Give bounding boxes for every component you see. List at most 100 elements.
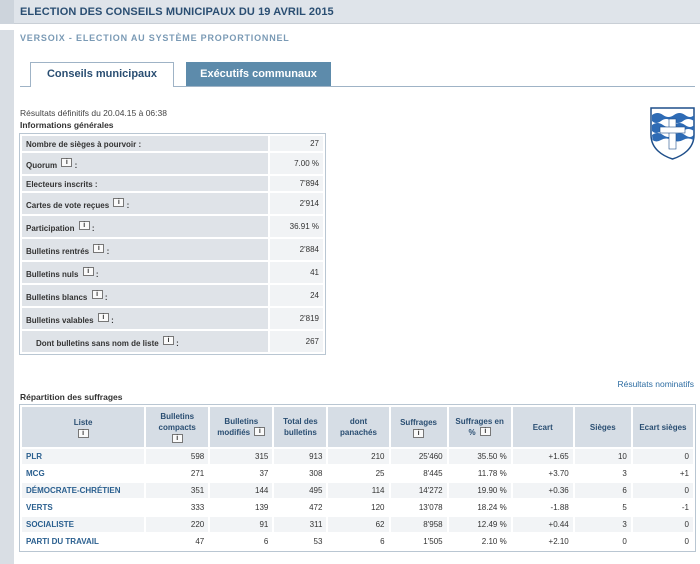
cell-compacts: 220	[146, 517, 209, 532]
versoix-crest-icon	[650, 107, 695, 160]
col-total-label-2: bulletins	[283, 428, 317, 437]
cell-ecart: -1.88	[512, 500, 573, 515]
cell-panaches: 62	[328, 517, 389, 532]
col-modifies-label-1: Bulletins	[224, 417, 259, 426]
info-label: Cartes de vote reçues i :	[22, 193, 268, 214]
info-label-text: Bulletins valables	[26, 315, 94, 325]
col-suffrages[interactable]: Suffrages i	[390, 407, 447, 447]
cell-panaches: 114	[328, 483, 389, 498]
info-label: Bulletins rentrés i :	[22, 239, 268, 260]
col-ecart[interactable]: Ecart	[512, 407, 573, 447]
info-icon[interactable]: i	[93, 243, 105, 253]
info-icon[interactable]: i	[113, 197, 125, 207]
info-icon[interactable]: i	[97, 312, 109, 322]
cell-ecart-sieges: 0	[632, 517, 693, 532]
table-row: MCG 271 37 308 25 8'445 11.78 % +3.70 3 …	[22, 466, 693, 481]
info-label: Quorum i :	[22, 153, 268, 174]
table-row: PLR 598 315 913 210 25'460 35.50 % +1.65…	[22, 449, 693, 464]
cell-ecart: +2.10	[512, 534, 573, 549]
cell-suffrages: 14'272	[390, 483, 447, 498]
info-icon[interactable]: i	[61, 157, 73, 167]
cell-total: 308	[274, 466, 327, 481]
info-heading: Informations générales	[20, 120, 114, 130]
col-total-bulletins[interactable]: Total des bulletins	[274, 407, 327, 447]
table-row: PARTI DU TRAVAIL 47 6 53 6 1'505 2.10 % …	[22, 534, 693, 549]
info-icon[interactable]: i	[162, 335, 174, 345]
info-row: Bulletins nuls i : 41	[22, 262, 323, 283]
info-label-suffix: :	[95, 269, 99, 279]
col-bulletins-compacts[interactable]: Bulletins compacts i	[146, 407, 209, 447]
info-icon[interactable]: i	[254, 427, 266, 436]
info-icon[interactable]: i	[479, 427, 491, 436]
col-bulletins-modifies[interactable]: Bulletins modifiés i	[210, 407, 273, 447]
info-label-text: Dont bulletins sans nom de liste	[36, 338, 159, 348]
col-modifies-label-2: modifiés	[217, 428, 251, 437]
resultats-nominatifs-link[interactable]: Résultats nominatifs	[617, 379, 694, 389]
info-label-suffix: :	[74, 160, 78, 170]
cell-modifies: 37	[210, 466, 273, 481]
info-row: Bulletins blancs i : 24	[22, 285, 323, 306]
cell-ecart-sieges: 0	[632, 534, 693, 549]
col-liste-label: Liste	[73, 417, 93, 427]
info-label-text: Participation	[26, 223, 75, 233]
cell-panaches: 120	[328, 500, 389, 515]
cell-sieges: 3	[574, 466, 631, 481]
col-dont-panaches[interactable]: dont panachés	[328, 407, 389, 447]
cell-suffrages: 25'460	[390, 449, 447, 464]
cell-pct: 2.10 %	[448, 534, 511, 549]
info-icon[interactable]: i	[413, 428, 425, 438]
party-name[interactable]: VERTS	[22, 500, 145, 515]
info-label: Bulletins nuls i :	[22, 262, 268, 283]
header-bar: ELECTION DES CONSEILS MUNICIPAUX DU 19 A…	[0, 0, 700, 24]
cell-suffrages: 8'958	[390, 517, 447, 532]
cell-ecart: +1.65	[512, 449, 573, 464]
cell-compacts: 271	[146, 466, 209, 481]
info-value: 7.00 %	[270, 153, 323, 174]
cell-total: 913	[274, 449, 327, 464]
info-icon[interactable]: i	[78, 220, 90, 230]
cell-modifies: 144	[210, 483, 273, 498]
cell-sieges: 3	[574, 517, 631, 532]
col-liste[interactable]: Liste i	[22, 407, 145, 447]
cell-modifies: 91	[210, 517, 273, 532]
cell-total: 311	[274, 517, 327, 532]
tab-executifs-communaux[interactable]: Exécutifs communaux	[186, 62, 331, 87]
party-name[interactable]: MCG	[22, 466, 145, 481]
results-header-row: Liste i Bulletins compacts i Bulletins m…	[22, 407, 693, 447]
info-label-text: Bulletins nuls	[26, 269, 79, 279]
info-row: Nombre de sièges à pourvoir : 27	[22, 136, 323, 151]
cell-panaches: 6	[328, 534, 389, 549]
info-label-text: Bulletins blancs	[26, 292, 88, 302]
col-ecart-sieges-label: Ecart sièges	[639, 422, 687, 432]
info-icon[interactable]: i	[171, 434, 183, 443]
info-label-suffix: :	[104, 292, 108, 302]
info-icon[interactable]: i	[82, 266, 94, 276]
col-ecart-label: Ecart	[532, 422, 553, 432]
info-row: Bulletins rentrés i : 2'884	[22, 239, 323, 260]
col-pct-label-2: %	[468, 428, 476, 437]
party-name[interactable]: SOCIALISTE	[22, 517, 145, 532]
col-sieges[interactable]: Sièges	[574, 407, 631, 447]
tab-conseils-municipaux[interactable]: Conseils municipaux	[30, 62, 174, 87]
col-compacts-label-1: Bulletins	[160, 412, 195, 421]
cell-total: 53	[274, 534, 327, 549]
info-value: 36.91 %	[270, 216, 323, 237]
info-label-suffix: :	[176, 338, 179, 348]
info-row: Dont bulletins sans nom de liste i : 267	[22, 331, 323, 352]
party-name[interactable]: PARTI DU TRAVAIL	[22, 534, 145, 549]
info-label-text: Quorum	[26, 160, 58, 170]
info-table: Nombre de sièges à pourvoir : 27 Quorum …	[19, 133, 326, 355]
tab-divider	[20, 86, 695, 87]
cell-pct: 12.49 %	[448, 517, 511, 532]
party-name[interactable]: PLR	[22, 449, 145, 464]
col-suffrages-pct[interactable]: Suffrages en % i	[448, 407, 511, 447]
party-name[interactable]: DÉMOCRATE-CHRÉTIEN	[22, 483, 145, 498]
cell-ecart: +0.36	[512, 483, 573, 498]
col-ecart-sieges[interactable]: Ecart sièges	[632, 407, 693, 447]
col-total-label-1: Total des	[283, 417, 318, 426]
cell-pct: 19.90 %	[448, 483, 511, 498]
info-icon[interactable]: i	[91, 289, 103, 299]
info-icon[interactable]: i	[77, 428, 89, 438]
info-row: Participation i : 36.91 %	[22, 216, 323, 237]
cell-ecart-sieges: -1	[632, 500, 693, 515]
